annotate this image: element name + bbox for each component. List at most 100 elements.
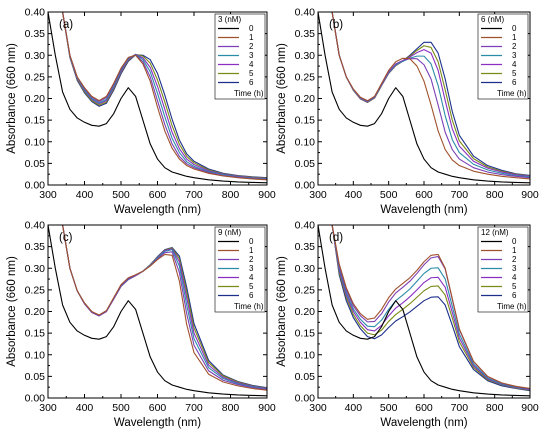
legend-entry: 1 — [512, 33, 517, 42]
y-tick-label: 0.40 — [25, 220, 46, 232]
y-tick-label: 0.00 — [295, 393, 316, 405]
y-tick-label: 0.35 — [295, 241, 316, 253]
x-tick-label: 900 — [258, 402, 276, 414]
legend-entry: 5 — [249, 282, 254, 291]
y-tick-label: 0.20 — [25, 93, 46, 105]
legend-entry: 0 — [512, 237, 517, 246]
y-tick-label: 0.35 — [25, 28, 46, 40]
y-tick-label: 0.30 — [25, 263, 46, 275]
x-tick-label: 600 — [415, 189, 433, 201]
legend-title: 12 (nM) — [481, 228, 509, 237]
y-tick-label: 0.25 — [295, 284, 316, 296]
y-tick-label: 0.05 — [25, 158, 46, 170]
y-tick-label: 0.15 — [25, 328, 46, 340]
y-tick-label: 0.10 — [295, 349, 316, 361]
legend-entry: 5 — [512, 282, 517, 291]
x-tick-label: 300 — [309, 402, 327, 414]
series-line-1 — [318, 12, 530, 180]
x-tick-label: 700 — [185, 402, 203, 414]
series-group — [48, 12, 267, 184]
x-tick-label: 900 — [521, 402, 539, 414]
x-axis-label: Wavelength (nm) — [380, 417, 467, 429]
legend-subtitle: Time (h) — [497, 302, 527, 311]
x-tick-label: 500 — [112, 189, 130, 201]
legend-entry: 1 — [512, 246, 517, 255]
chart-panel-1: 300 400 500 600 700 800 900 0.00 0.05 0.10 0.15 0.2… — [6, 7, 276, 217]
y-tick-label: 0.25 — [25, 284, 46, 296]
series-line-6 — [318, 225, 530, 392]
y-tick-label: 0.15 — [25, 115, 46, 127]
y-tick-label: 0.30 — [25, 50, 46, 62]
y-tick-label: 0.35 — [295, 28, 316, 40]
x-tick-label: 400 — [76, 189, 94, 201]
series-line-0 — [318, 12, 530, 184]
legend-title: 3 (nM) — [218, 15, 241, 24]
x-axis-label: Wavelength (nm) — [114, 204, 201, 216]
x-tick-label: 500 — [380, 402, 398, 414]
x-tick-label: 800 — [222, 402, 240, 414]
y-tick-label: 0.15 — [295, 115, 316, 127]
x-tick-label: 700 — [451, 402, 469, 414]
y-tick-label: 0.25 — [295, 71, 316, 83]
series-line-0 — [48, 12, 267, 184]
y-tick-label: 0.00 — [25, 393, 46, 405]
series-line-3 — [318, 225, 530, 390]
legend-frame — [477, 226, 529, 313]
legend-entry: 4 — [512, 273, 517, 282]
legend-subtitle: Time (h) — [234, 89, 264, 98]
legend-entry: 4 — [512, 60, 517, 69]
y-tick-label: 0.25 — [25, 71, 46, 83]
y-axis-label: Absorbance (660 nm) — [276, 256, 288, 367]
y-tick-label: 0.20 — [295, 306, 316, 318]
series-line-4 — [318, 225, 530, 391]
y-tick-label: 0.10 — [295, 136, 316, 148]
legend-entry: 4 — [249, 60, 254, 69]
legend-entry: 1 — [249, 33, 254, 42]
legend-entry: 0 — [249, 24, 254, 33]
panel-label: (a) — [59, 19, 73, 31]
series-line-1 — [48, 12, 267, 181]
legend-entry: 6 — [249, 78, 254, 87]
legend-entry: 3 — [249, 51, 254, 60]
y-tick-label: 0.00 — [295, 180, 316, 192]
x-tick-label: 300 — [309, 189, 327, 201]
series-line-1 — [318, 225, 530, 390]
x-tick-label: 300 — [39, 189, 57, 201]
y-tick-label: 0.05 — [25, 371, 46, 383]
legend-entry: 2 — [512, 255, 517, 264]
legend-entry: 0 — [249, 237, 254, 246]
legend-entry: 4 — [249, 273, 254, 282]
x-tick-label: 400 — [345, 189, 363, 201]
legend-subtitle: Time (h) — [234, 302, 264, 311]
legend-entry: 3 — [249, 264, 254, 273]
y-axis-label: Absorbance (660 nm) — [6, 43, 18, 154]
legend-entry: 0 — [512, 24, 517, 33]
y-tick-label: 0.10 — [25, 349, 46, 361]
y-tick-label: 0.35 — [25, 241, 46, 253]
x-tick-label: 500 — [380, 189, 398, 201]
legend-entry: 3 — [512, 264, 517, 273]
x-tick-label: 800 — [222, 189, 240, 201]
y-tick-label: 0.40 — [295, 220, 316, 232]
y-tick-label: 0.15 — [295, 328, 316, 340]
legend-entry: 5 — [249, 69, 254, 78]
x-tick-label: 400 — [76, 402, 94, 414]
series-line-1 — [48, 225, 267, 391]
y-axis-label: Absorbance (660 nm) — [276, 43, 288, 154]
legend-entry: 6 — [249, 291, 254, 300]
x-tick-label: 600 — [149, 189, 167, 201]
x-tick-label: 300 — [39, 402, 57, 414]
legend-subtitle: Time (h) — [497, 89, 527, 98]
legend-entry: 1 — [249, 246, 254, 255]
series-line-5 — [318, 225, 530, 391]
x-tick-label: 700 — [451, 189, 469, 201]
series-line-0 — [48, 225, 267, 397]
x-tick-label: 600 — [149, 402, 167, 414]
legend-frame — [477, 13, 529, 100]
series-group — [318, 225, 530, 397]
series-group — [48, 225, 267, 397]
